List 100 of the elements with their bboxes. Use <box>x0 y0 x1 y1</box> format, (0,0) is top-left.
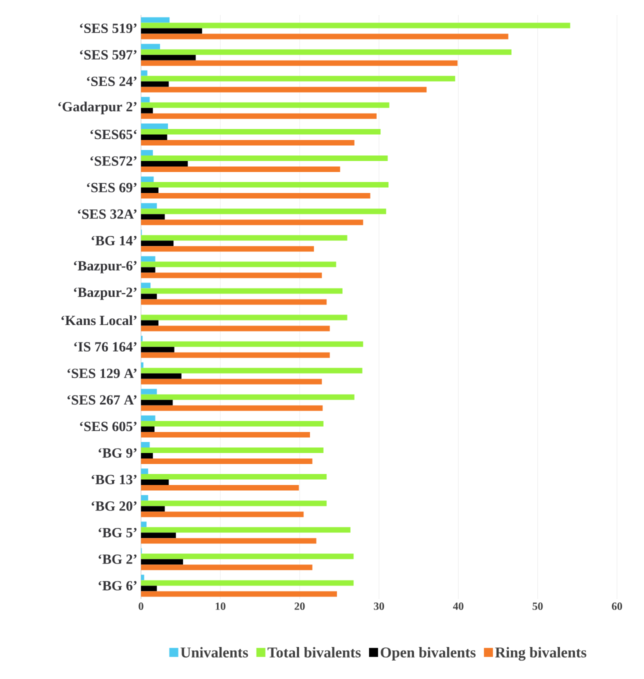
bar <box>141 346 174 352</box>
bar <box>141 282 151 288</box>
y-tick-label: ‘BG 14’ <box>92 236 136 246</box>
bar <box>141 480 169 486</box>
bar <box>141 580 354 586</box>
bar <box>141 262 336 268</box>
bar <box>141 193 370 199</box>
legend-label: Total bivalents <box>268 646 361 658</box>
bar <box>141 22 570 28</box>
bar <box>141 373 182 379</box>
bar <box>141 341 364 347</box>
y-tick-label: ‘SES 129 A’ <box>68 368 136 378</box>
x-tick-label: 50 <box>532 602 543 610</box>
bar <box>141 49 512 55</box>
bar <box>141 123 168 129</box>
bar <box>141 134 168 140</box>
bar <box>141 256 156 262</box>
legend-label: Univalents <box>180 646 248 658</box>
bar <box>141 128 381 134</box>
y-tick-label: ‘Gadarpur 2’ <box>58 102 136 114</box>
bar <box>141 394 354 400</box>
bar <box>141 220 364 226</box>
bar <box>141 564 312 570</box>
bar <box>141 156 388 161</box>
bar <box>141 113 377 119</box>
bar <box>141 267 156 273</box>
bar <box>141 299 327 305</box>
bar <box>141 591 337 597</box>
y-tick-label: ‘SES 597’ <box>80 50 136 60</box>
bar <box>141 28 202 34</box>
x-tick-label: 60 <box>612 602 622 610</box>
bar <box>141 448 324 453</box>
bar <box>141 246 314 252</box>
bar <box>141 314 348 320</box>
bar <box>141 272 322 278</box>
bar <box>141 554 354 560</box>
bar <box>141 474 327 480</box>
y-tick-label: ‘IS 76 164’ <box>74 342 136 352</box>
bar <box>141 368 362 374</box>
bar <box>141 320 158 326</box>
bar <box>141 458 312 464</box>
bar <box>141 150 153 156</box>
bar <box>141 70 148 76</box>
bar <box>141 352 330 358</box>
y-tick-label: ‘BG 20’ <box>92 501 136 511</box>
bar <box>141 81 169 87</box>
bar <box>141 240 174 246</box>
bar <box>141 538 316 544</box>
bar <box>141 400 173 406</box>
bar <box>141 214 165 220</box>
bar <box>141 96 150 102</box>
y-tick-label: ‘SES 32A’ <box>78 209 136 219</box>
bar <box>141 161 188 166</box>
bar <box>141 512 304 518</box>
y-tick-label: ‘SES 24’ <box>87 76 136 86</box>
bar <box>141 485 299 491</box>
bar <box>141 532 176 538</box>
y-tick-label: ‘BG 9’ <box>98 448 136 458</box>
x-tick-label: 20 <box>294 602 305 610</box>
bar <box>141 415 156 421</box>
bar <box>141 288 343 294</box>
bar <box>141 586 157 592</box>
bar <box>141 140 354 146</box>
bar <box>141 420 324 426</box>
bar <box>141 108 153 114</box>
bar <box>141 166 340 172</box>
y-tick-label: ‘SES 69’ <box>87 182 136 192</box>
y-tick-label: ‘SES 519’ <box>80 24 136 33</box>
bar <box>141 102 390 108</box>
bar <box>141 294 157 300</box>
bar <box>141 405 323 411</box>
y-tick-label: ‘BG 5’ <box>98 528 136 538</box>
bar <box>141 378 322 384</box>
bar <box>141 500 327 506</box>
bar <box>141 442 150 448</box>
bar <box>141 527 350 533</box>
y-tick-label: ‘Kans Local’ <box>61 315 136 326</box>
bar <box>141 17 170 23</box>
bar <box>141 388 157 394</box>
x-tick-label: 10 <box>216 602 226 610</box>
legend-label: Open bivalents <box>380 646 476 661</box>
bar <box>141 468 148 474</box>
bar <box>141 432 310 438</box>
y-tick-label: ‘BG 13’ <box>92 474 136 484</box>
bar <box>141 208 386 214</box>
x-tick-label: 0 <box>138 602 144 610</box>
bar <box>141 495 148 501</box>
x-tick-label: 30 <box>374 602 384 610</box>
bar <box>141 176 154 182</box>
x-tick-label: 40 <box>453 602 464 610</box>
bar <box>141 203 157 209</box>
y-tick-label: ‘SES 605’ <box>80 422 136 432</box>
bar <box>141 44 160 50</box>
bar <box>141 559 184 565</box>
bar <box>141 76 456 82</box>
bar <box>141 60 458 66</box>
bar <box>141 34 508 40</box>
y-tick-label: ‘BG 6’ <box>98 581 136 590</box>
bar <box>141 54 196 60</box>
y-tick-label: ‘Bazpur-2’ <box>74 288 136 300</box>
